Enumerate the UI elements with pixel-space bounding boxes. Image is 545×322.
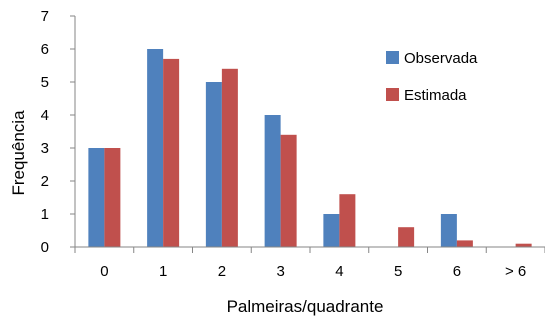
x-tick-label: 2 xyxy=(218,263,226,280)
x-tick-label: > 6 xyxy=(505,263,526,280)
x-axis-title: Palmeiras/quadrante xyxy=(227,297,384,316)
bars xyxy=(88,49,532,248)
bar-estimada-5 xyxy=(398,227,415,247)
bar-estimada-0 xyxy=(104,148,121,247)
x-tick-label: 6 xyxy=(453,263,461,280)
y-tick-label: 4 xyxy=(41,107,49,124)
legend-label-estimada: Estimada xyxy=(404,87,467,104)
x-tick-label: 0 xyxy=(100,263,108,280)
bar-estimada-2 xyxy=(221,68,238,247)
bar-estimada-4 xyxy=(339,194,356,247)
x-tick-label: 5 xyxy=(394,263,402,280)
bar-observada-3 xyxy=(264,115,281,247)
bar-observada-0 xyxy=(88,148,105,247)
bar-estimada-3 xyxy=(280,134,297,247)
bar-estimada-7 xyxy=(515,243,532,247)
y-tick-label: 2 xyxy=(41,173,49,190)
legend-swatch-estimada xyxy=(386,88,399,101)
y-tick-label: 5 xyxy=(41,74,49,91)
x-tick-label: 1 xyxy=(159,263,167,280)
x-tick-label: 3 xyxy=(276,263,284,280)
y-tick-label: 1 xyxy=(41,206,49,223)
bar-estimada-6 xyxy=(456,240,473,247)
y-tick-label: 6 xyxy=(41,41,49,58)
y-tick-label: 3 xyxy=(41,140,49,157)
bar-observada-1 xyxy=(147,49,164,247)
bar-observada-4 xyxy=(323,214,340,247)
legend: Observada Estimada xyxy=(386,50,478,104)
legend-label-observada: Observada xyxy=(404,50,478,67)
x-tick-label: 4 xyxy=(335,263,343,280)
y-axis-ticks: 0 1 2 3 4 5 6 7 xyxy=(41,8,75,256)
y-axis-title: Frequência xyxy=(9,110,28,196)
y-tick-label: 7 xyxy=(41,8,49,25)
bar-estimada-1 xyxy=(163,58,180,248)
bar-observada-6 xyxy=(440,214,457,247)
legend-swatch-observada xyxy=(386,51,399,64)
x-axis-ticks: 0 1 2 3 4 5 6 > 6 xyxy=(74,247,545,280)
bar-observada-2 xyxy=(205,82,222,247)
y-tick-label: 0 xyxy=(41,239,49,256)
